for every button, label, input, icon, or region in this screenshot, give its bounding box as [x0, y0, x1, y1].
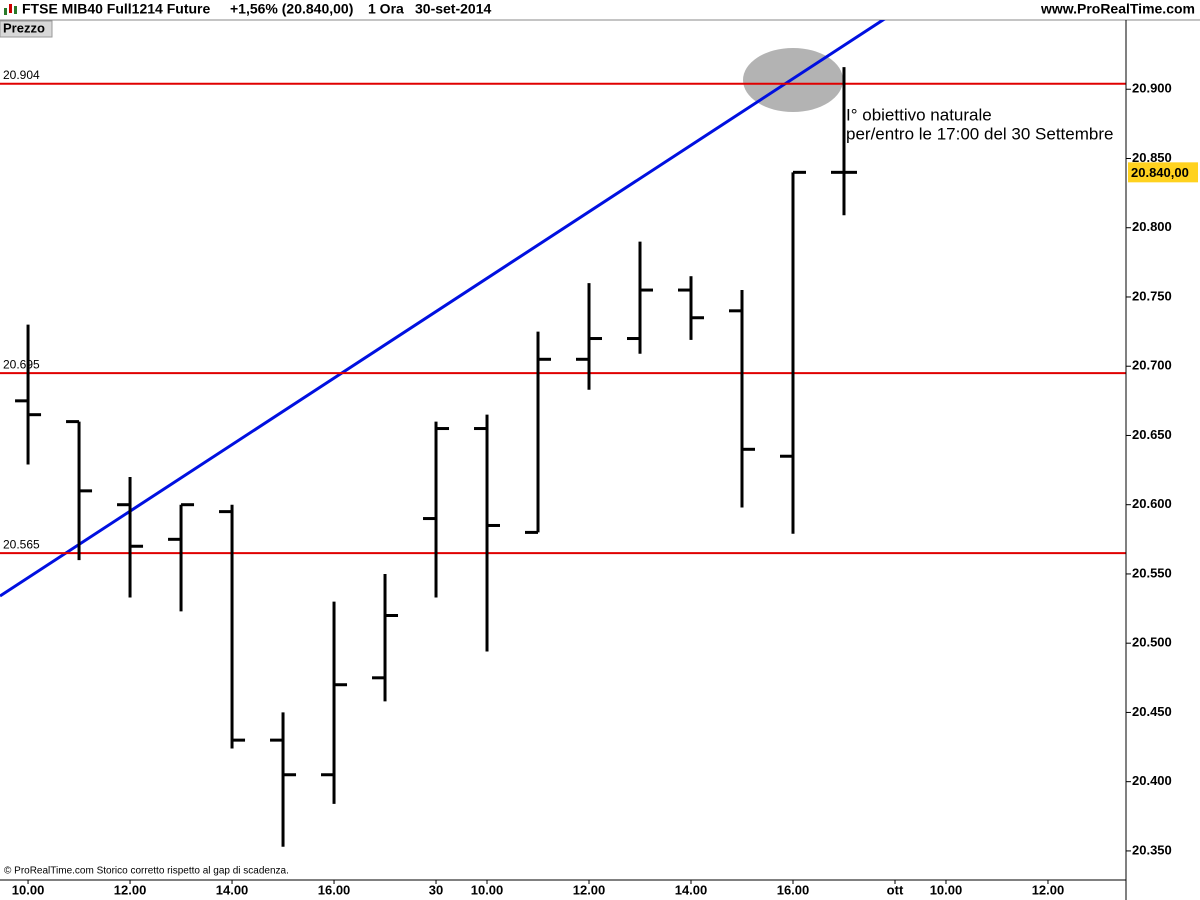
x-tick-label: 10.00: [930, 882, 963, 897]
chart-title: FTSE MIB40 Full1214 Future: [22, 1, 210, 17]
y-tick-label: 20.650: [1132, 427, 1172, 442]
ohlc-bar: [728, 290, 755, 508]
ohlc-bar: [321, 601, 348, 804]
ohlc-bar: [117, 477, 144, 598]
last-price-label: 20.840,00: [1131, 165, 1189, 180]
y-tick-label: 20.400: [1132, 773, 1172, 788]
x-tick-label: 12.00: [573, 882, 606, 897]
y-tick-label: 20.500: [1132, 635, 1172, 650]
ohlc-bar: [423, 421, 450, 598]
ohlc-bar: [168, 503, 195, 612]
ohlc-bar: [372, 573, 399, 702]
y-tick-label: 20.900: [1132, 81, 1172, 96]
ohlc-bar: [525, 331, 552, 534]
ohlc-bar: [15, 324, 42, 465]
y-tick-label: 20.700: [1132, 358, 1172, 373]
x-tick-label: 10.00: [471, 882, 504, 897]
x-tick-label: 12.00: [1032, 882, 1065, 897]
level-label: 20.904: [3, 68, 40, 82]
x-tick-label: 14.00: [675, 882, 708, 897]
ohlc-bar: [474, 414, 501, 652]
trend-line: [0, 20, 886, 598]
panel-label: Prezzo: [3, 20, 45, 35]
y-tick-label: 20.850: [1132, 150, 1172, 165]
y-tick-label: 20.450: [1132, 704, 1172, 719]
ohlc-bar: [627, 241, 654, 354]
plot-area: I° obiettivo naturale per/entro le 17:00…: [0, 20, 1126, 847]
change: +1,56% (20.840,00): [230, 1, 353, 17]
header-icon: [4, 4, 17, 15]
ohlc-bar: [830, 67, 857, 216]
x-tick-label: 30: [429, 882, 443, 897]
ohlc-bar: [678, 276, 705, 340]
footer: © ProRealTime.com Storico corretto rispe…: [4, 866, 289, 877]
annotation: per/entro le 17:00 del 30 Settembre: [846, 124, 1113, 143]
x-tick-label: 16.00: [318, 882, 351, 897]
last-price-box: [1128, 162, 1198, 183]
ohlc-bar: [576, 283, 603, 390]
annotation: I° obiettivo naturale: [846, 105, 992, 124]
ohlc-bar: [270, 712, 297, 847]
level-label: 20.695: [3, 357, 40, 371]
ohlc-bar: [66, 420, 93, 561]
x-tick-label: 10.00: [12, 882, 45, 897]
y-tick-label: 20.750: [1132, 288, 1172, 303]
source: www.ProRealTime.com: [1040, 1, 1195, 17]
ohlc-bar: [779, 170, 806, 534]
y-tick-label: 20.350: [1132, 842, 1172, 857]
level-label: 20.565: [3, 537, 40, 551]
y-tick-label: 20.550: [1132, 565, 1172, 580]
x-tick-label: 14.00: [216, 882, 249, 897]
date: 30-set-2014: [415, 1, 491, 17]
ohlc-bar: [219, 504, 246, 749]
x-tick-label: 12.00: [114, 882, 147, 897]
x-tick-label: ott: [887, 882, 904, 897]
panel-label-box: [0, 20, 53, 38]
y-tick-label: 20.800: [1132, 219, 1172, 234]
x-tick-label: 16.00: [777, 882, 810, 897]
timeframe: 1 Ora: [368, 1, 404, 17]
y-tick-label: 20.600: [1132, 496, 1172, 511]
